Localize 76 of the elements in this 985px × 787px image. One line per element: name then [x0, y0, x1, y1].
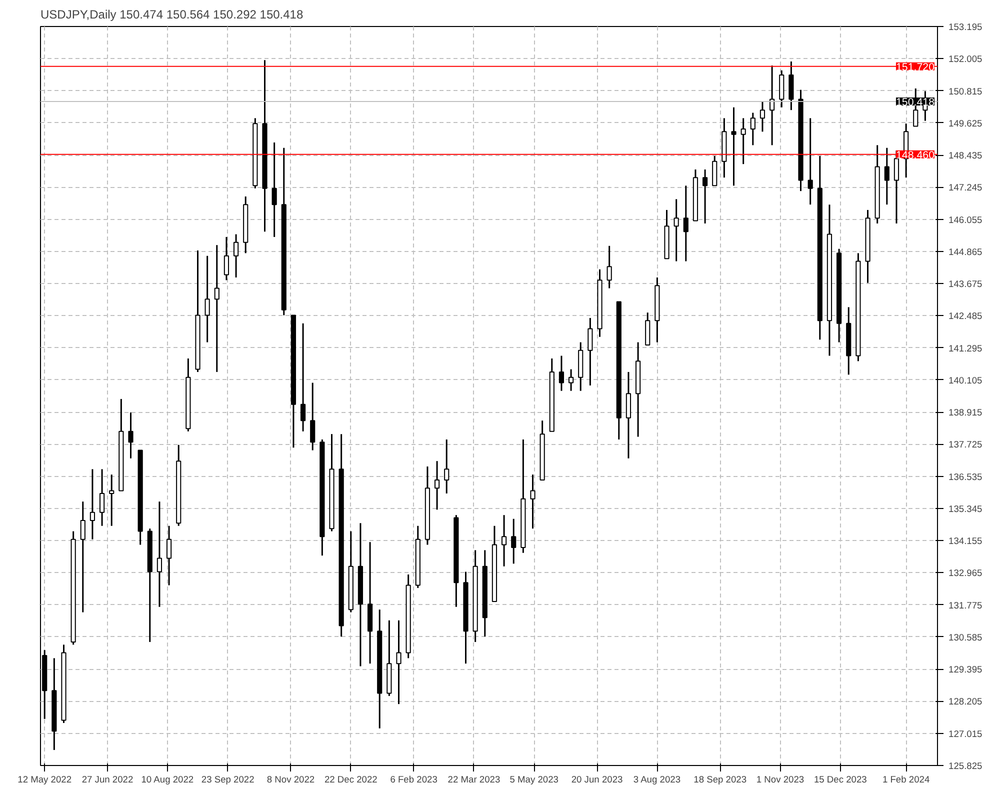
candlestick: [530, 474, 536, 530]
y-tick-label: 137.725: [948, 440, 982, 450]
x-tick-label: 22 Mar 2023: [448, 774, 500, 784]
candlestick: [501, 514, 507, 568]
x-tick-label: 27 Jun 2022: [82, 774, 134, 784]
y-tick-label: 140.105: [948, 375, 982, 386]
candlestick: [128, 412, 134, 460]
x-tick-label: 3 Aug 2023: [633, 774, 681, 784]
candlestick: [224, 236, 230, 281]
candlestick: [396, 620, 402, 705]
y-tick-label: 149.625: [948, 118, 982, 128]
y-tick-label: 125.825: [948, 761, 982, 771]
y-tick-label: 142.485: [948, 311, 982, 322]
candlestick: [760, 101, 766, 132]
candlestick: [214, 244, 220, 373]
candlestick: [204, 255, 210, 344]
candlestick: [99, 468, 105, 527]
candlestick: [808, 117, 813, 206]
y-tick-label: 146.055: [948, 214, 982, 225]
candlestick: [310, 382, 316, 452]
x-tick-label: 10 Aug 2022: [141, 774, 194, 784]
y-tick-label: 138.915: [948, 408, 982, 418]
y-tick-label: 148.435: [948, 150, 982, 161]
y-tick-label: 150.815: [948, 86, 982, 96]
y-tick-label: 135.345: [948, 504, 982, 514]
x-tick-label: 18 Sep 2023: [694, 774, 747, 784]
ref-line-label: 148.460: [896, 149, 935, 162]
y-tick-label: 143.675: [948, 279, 982, 290]
candlestick: [588, 317, 593, 386]
candlestick: [731, 106, 736, 186]
x-tick-label: 1 Nov 2023: [756, 774, 804, 784]
x-tick-label: 15 Dec 2023: [814, 774, 867, 784]
x-tick-label: 8 Nov 2022: [266, 774, 315, 784]
candlestick: [511, 518, 516, 564]
candlestick: [750, 112, 756, 146]
y-tick-label: 136.535: [948, 472, 982, 482]
candlestick: [568, 368, 574, 392]
x-tick-label: 6 Feb 2023: [390, 774, 438, 784]
y-tick-label: 134.155: [948, 536, 982, 546]
candlestick: [674, 198, 679, 262]
x-tick-label: 20 Jun 2023: [571, 774, 623, 784]
candlestick: [434, 460, 440, 510]
x-tick-label: 23 Sep 2022: [201, 774, 254, 784]
y-tick-label: 128.205: [948, 696, 982, 707]
x-tick-label: 1 Feb 2024: [882, 774, 930, 784]
candlestick: [444, 438, 450, 494]
y-tick-label: 141.295: [948, 343, 982, 354]
candlestick: [683, 184, 688, 262]
y-tick-label: 130.585: [948, 632, 982, 642]
candlestick: [702, 168, 708, 224]
candlestick: [166, 525, 172, 586]
candlestick: [80, 500, 86, 614]
ref-line-label: 151.720: [896, 61, 935, 74]
candlestick: [300, 322, 306, 432]
candlestick: [606, 245, 612, 290]
x-tick-label: 22 Dec 2022: [324, 774, 378, 784]
y-tick-label: 152.005: [948, 54, 982, 64]
x-tick-label: 12 May 2022: [18, 774, 72, 784]
candlestick: [884, 147, 890, 206]
ref-line-label: 150.418: [896, 96, 935, 108]
y-tick-label: 144.865: [948, 246, 982, 257]
y-tick-label: 132.965: [948, 568, 982, 578]
y-tick-label: 129.395: [948, 664, 982, 675]
candlestick: [558, 355, 564, 392]
chart-title: USDJPY,Daily 150.474 150.564 150.292 150.418: [40, 8, 304, 22]
candlestick: [233, 234, 239, 278]
candlestick: [740, 117, 746, 165]
x-tick-label: 5 May 2023: [510, 774, 558, 784]
candlestick: [90, 468, 96, 540]
candlestick: [272, 142, 277, 238]
y-tick-label: 127.015: [948, 728, 982, 739]
y-tick-label: 131.775: [948, 600, 982, 610]
y-tick-label: 153.195: [948, 22, 982, 32]
candlestick: [156, 500, 162, 608]
candlestick: [109, 474, 114, 527]
y-tick-label: 147.245: [948, 182, 982, 193]
